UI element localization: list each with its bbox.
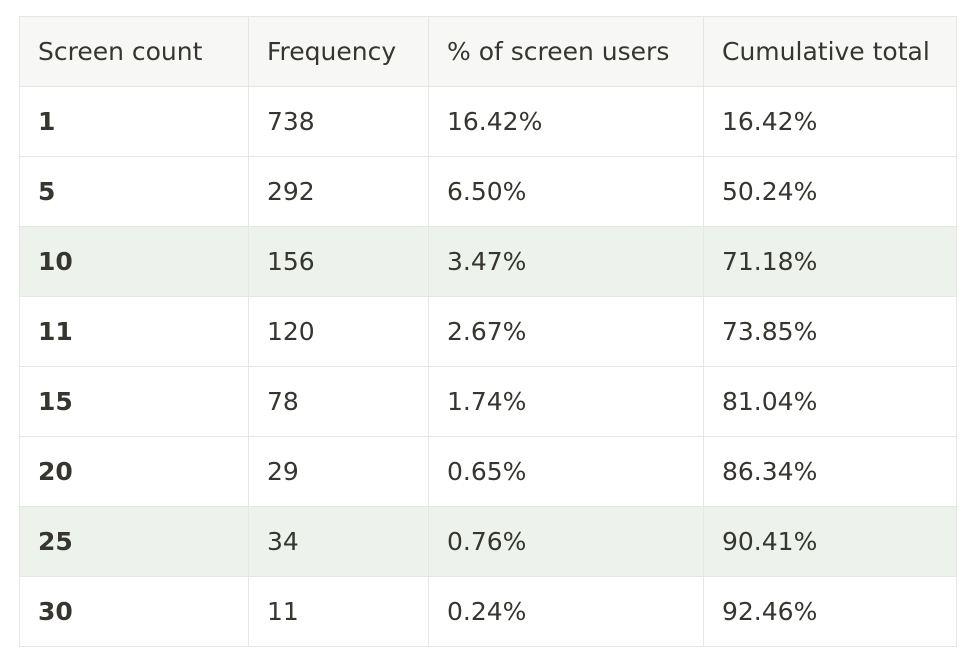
- cell-cumulative-total: 81.04%: [703, 366, 957, 437]
- header-screen-count: Screen count: [19, 16, 249, 87]
- cell-percent-of-screen-users: 2.67%: [428, 296, 704, 367]
- cell-percent-of-screen-users: 6.50%: [428, 156, 704, 227]
- cell-cumulative-total: 86.34%: [703, 436, 957, 507]
- screen-count-table-container: Screen count Frequency % of screen users…: [19, 16, 957, 647]
- header-frequency: Frequency: [248, 16, 429, 87]
- table-row: 10 156 3.47% 71.18%: [19, 226, 957, 297]
- cell-screen-count: 20: [19, 436, 249, 507]
- cell-screen-count: 10: [19, 226, 249, 297]
- cell-screen-count: 1: [19, 86, 249, 157]
- cell-percent-of-screen-users: 0.76%: [428, 506, 704, 577]
- cell-screen-count: 25: [19, 506, 249, 577]
- cell-percent-of-screen-users: 1.74%: [428, 366, 704, 437]
- cell-percent-of-screen-users: 16.42%: [428, 86, 704, 157]
- cell-frequency: 34: [248, 506, 429, 577]
- table-row: 11 120 2.67% 73.85%: [19, 296, 957, 367]
- cell-frequency: 156: [248, 226, 429, 297]
- cell-frequency: 29: [248, 436, 429, 507]
- cell-frequency: 11: [248, 576, 429, 647]
- cell-percent-of-screen-users: 0.24%: [428, 576, 704, 647]
- cell-cumulative-total: 71.18%: [703, 226, 957, 297]
- cell-frequency: 120: [248, 296, 429, 367]
- cell-cumulative-total: 73.85%: [703, 296, 957, 367]
- header-percent-of-screen-users: % of screen users: [428, 16, 704, 87]
- table-row: 20 29 0.65% 86.34%: [19, 436, 957, 507]
- screen-count-table: Screen count Frequency % of screen users…: [19, 16, 957, 647]
- cell-screen-count: 5: [19, 156, 249, 227]
- cell-cumulative-total: 92.46%: [703, 576, 957, 647]
- table-row: 15 78 1.74% 81.04%: [19, 366, 957, 437]
- cell-frequency: 78: [248, 366, 429, 437]
- cell-cumulative-total: 16.42%: [703, 86, 957, 157]
- cell-screen-count: 11: [19, 296, 249, 367]
- cell-frequency: 292: [248, 156, 429, 227]
- table-row: 25 34 0.76% 90.41%: [19, 506, 957, 577]
- cell-frequency: 738: [248, 86, 429, 157]
- cell-screen-count: 30: [19, 576, 249, 647]
- cell-cumulative-total: 90.41%: [703, 506, 957, 577]
- cell-percent-of-screen-users: 3.47%: [428, 226, 704, 297]
- table-row: 30 11 0.24% 92.46%: [19, 576, 957, 647]
- cell-cumulative-total: 50.24%: [703, 156, 957, 227]
- table-header-row: Screen count Frequency % of screen users…: [19, 16, 957, 87]
- table-row: 5 292 6.50% 50.24%: [19, 156, 957, 227]
- table-row: 1 738 16.42% 16.42%: [19, 86, 957, 157]
- cell-percent-of-screen-users: 0.65%: [428, 436, 704, 507]
- header-cumulative-total: Cumulative total: [703, 16, 957, 87]
- cell-screen-count: 15: [19, 366, 249, 437]
